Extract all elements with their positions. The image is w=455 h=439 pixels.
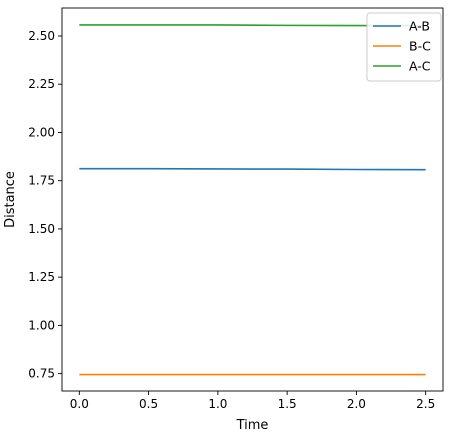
x-tick-label: 0.0	[70, 397, 89, 411]
y-tick-label: 1.50	[28, 222, 55, 236]
axes-layer: 0.0 0.5 1.0 1.5 2.0 2.5 0.75 1.00 1.25 1.50 1.75 2.…	[28, 7, 444, 411]
x-axis-label: Time	[236, 418, 269, 433]
series-line-a-b	[79, 167, 426, 171]
y-tick-label: 0.75	[28, 367, 55, 381]
x-tick-label: 2.5	[416, 397, 435, 411]
legend-label: A-B	[409, 19, 430, 34]
legend: A-B B-C A-C	[366, 12, 442, 82]
x-tick-label: 0.5	[139, 397, 158, 411]
legend-label: B-C	[409, 39, 431, 54]
x-tick-label: 1.5	[278, 397, 297, 411]
y-axis-label: Distance	[3, 171, 18, 228]
legend-box	[366, 12, 442, 82]
legend-label: A-C	[409, 59, 431, 74]
x-tick-label: 1.0	[208, 397, 227, 411]
y-tick-label: 2.50	[28, 29, 55, 43]
y-tick-label: 1.25	[28, 270, 55, 284]
y-tick-label: 2.00	[28, 125, 55, 139]
x-tick-label: 2.0	[347, 397, 366, 411]
y-tick-label: 1.00	[28, 318, 55, 332]
axes-frame	[61, 7, 444, 392]
y-tick-label: 1.75	[28, 174, 55, 188]
y-tick-label: 2.25	[28, 77, 55, 91]
